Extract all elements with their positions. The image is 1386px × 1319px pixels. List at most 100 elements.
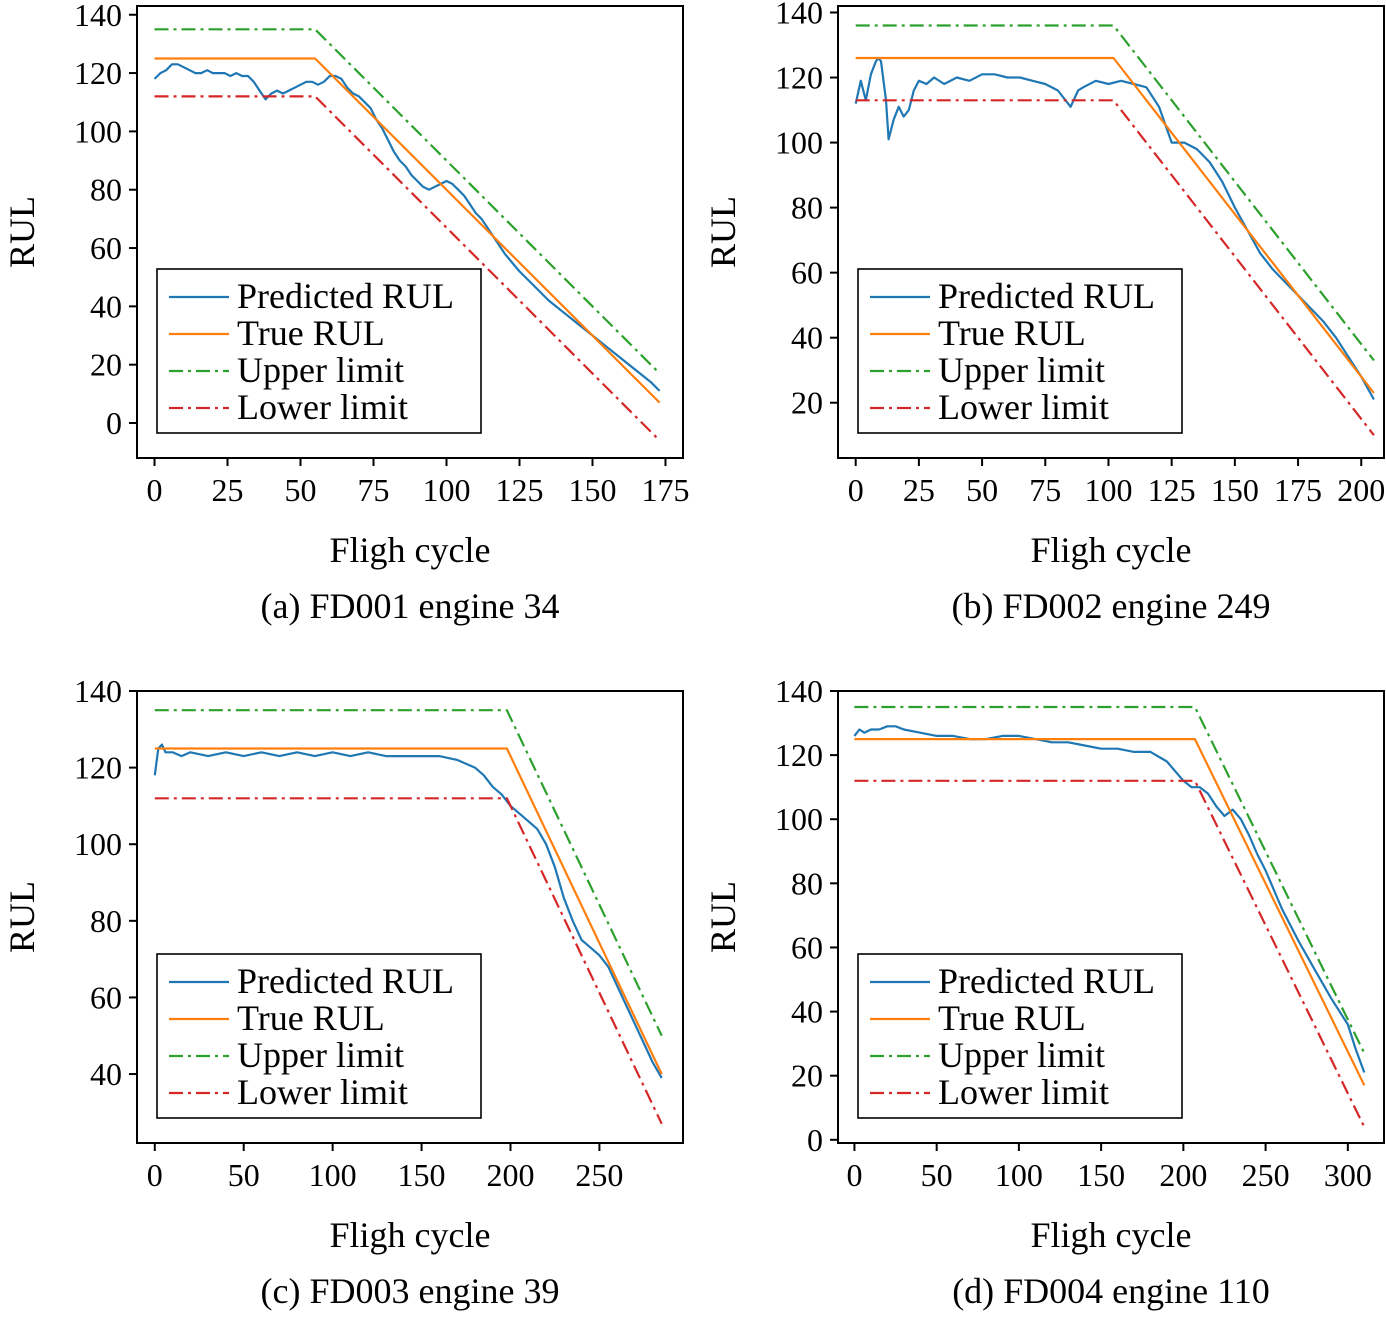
x-tick-label: 25 <box>903 472 935 508</box>
x-tick-label: 150 <box>1077 1157 1125 1193</box>
legend-label: Lower limit <box>237 387 408 427</box>
chart-panel-1: 0 25 50 75 100 125 150 175 0 20 40 60 80 100 120 140 Fli… <box>2 0 689 626</box>
series-line-true-rul <box>154 747 663 1075</box>
y-tick-label: 40 <box>791 994 823 1030</box>
series-line-predicted-rul <box>854 56 1375 401</box>
x-axis-label: Fligh cycle <box>330 530 491 570</box>
series-line-upper-limit <box>855 24 1375 362</box>
y-axis-label: RUL <box>703 881 743 953</box>
chart-panel-4: 0 50 100 150 200 250 300 0 20 40 60 80 100 120 140 Flig… <box>703 673 1385 1311</box>
series-line-lower-limit <box>154 797 663 1125</box>
axes-frame <box>136 5 684 459</box>
x-tick-label: 0 <box>147 1157 163 1193</box>
y-axis-label: RUL <box>2 196 42 268</box>
chart-panel-2: 0 25 50 75 100 125 150 175 200 20 40 60 80 100 120 140 F… <box>703 0 1385 626</box>
y-tick-label: 60 <box>90 979 122 1015</box>
y-tick-label: 60 <box>791 255 823 291</box>
y-tick-label: 80 <box>90 903 122 939</box>
y-tick-label: 60 <box>791 929 823 965</box>
x-tick-label: 200 <box>1159 1157 1207 1193</box>
x-tick-label: 50 <box>966 472 998 508</box>
y-tick-label: 0 <box>106 405 122 441</box>
chart-caption: (a) FD001 engine 34 <box>261 586 560 626</box>
y-tick-label: 120 <box>775 60 823 96</box>
x-tick-label: 100 <box>1084 472 1132 508</box>
legend-label: Upper limit <box>237 350 404 390</box>
legend-label: True RUL <box>237 313 385 353</box>
y-tick-label: 120 <box>74 55 122 91</box>
series-line-predicted-rul <box>153 743 663 1079</box>
y-tick-label: 80 <box>791 865 823 901</box>
y-tick-label: 60 <box>90 230 122 266</box>
y-tick-label: 120 <box>74 750 122 786</box>
legend-label: Predicted RUL <box>237 961 454 1001</box>
y-tick-label: 140 <box>775 673 823 709</box>
series-line-lower-limit <box>855 99 1375 436</box>
x-axis-label: Fligh cycle <box>330 1215 491 1255</box>
legend-label: True RUL <box>237 998 385 1038</box>
legend-label: Lower limit <box>237 1072 408 1112</box>
y-tick-label: 140 <box>74 0 122 33</box>
x-tick-label: 100 <box>995 1157 1043 1193</box>
x-tick-label: 200 <box>1337 472 1385 508</box>
x-tick-label: 25 <box>212 472 244 508</box>
legend-label: Predicted RUL <box>938 276 1155 316</box>
x-tick-label: 75 <box>358 472 390 508</box>
y-tick-label: 40 <box>791 320 823 356</box>
x-tick-label: 75 <box>1029 472 1061 508</box>
chart-caption: (c) FD003 engine 39 <box>261 1271 560 1311</box>
y-tick-label: 40 <box>90 1056 122 1092</box>
y-tick-label: 100 <box>74 826 122 862</box>
series-line-upper-limit <box>854 705 1366 1054</box>
x-tick-label: 150 <box>398 1157 446 1193</box>
y-tick-label: 100 <box>775 125 823 161</box>
y-tick-label: 100 <box>775 801 823 837</box>
axes-frame <box>136 690 684 1144</box>
series-line-upper-limit <box>154 709 663 1037</box>
x-tick-label: 0 <box>848 472 864 508</box>
axes-frame <box>837 5 1385 459</box>
x-tick-label: 100 <box>422 472 470 508</box>
chart-panel-3: 0 50 100 150 200 250 40 60 80 100 120 140 Fligh cycl… <box>2 673 684 1311</box>
x-tick-label: 50 <box>921 1157 953 1193</box>
y-tick-label: 80 <box>791 190 823 226</box>
x-tick-label: 125 <box>1148 472 1196 508</box>
x-tick-label: 150 <box>568 472 616 508</box>
y-tick-label: 40 <box>90 288 122 324</box>
series-line-true-rul <box>855 56 1375 394</box>
x-tick-label: 175 <box>641 472 689 508</box>
series-line-predicted-rul <box>153 63 661 392</box>
axes-frame <box>837 690 1385 1144</box>
y-tick-label: 20 <box>791 385 823 421</box>
x-tick-label: 0 <box>846 1157 862 1193</box>
legend-box <box>156 268 482 434</box>
x-tick-label: 0 <box>147 472 163 508</box>
chart-caption: (b) FD002 engine 249 <box>952 586 1271 626</box>
chart-caption: (d) FD004 engine 110 <box>952 1271 1270 1311</box>
y-tick-label: 140 <box>775 0 823 31</box>
legend-label: Predicted RUL <box>938 961 1155 1001</box>
series-line-true-rul <box>154 57 661 404</box>
x-tick-label: 250 <box>575 1157 623 1193</box>
y-tick-label: 100 <box>74 113 122 149</box>
x-tick-label: 150 <box>1211 472 1259 508</box>
legend-label: Upper limit <box>237 1035 404 1075</box>
y-tick-label: 80 <box>90 172 122 208</box>
y-tick-label: 140 <box>74 673 122 709</box>
legend-label: True RUL <box>938 313 1086 353</box>
x-tick-label: 300 <box>1324 1157 1372 1193</box>
x-axis-label: Fligh cycle <box>1031 1215 1192 1255</box>
x-tick-label: 125 <box>495 472 543 508</box>
x-tick-label: 250 <box>1242 1157 1290 1193</box>
y-axis-label: RUL <box>703 196 743 268</box>
x-tick-label: 50 <box>285 472 317 508</box>
y-tick-label: 120 <box>775 737 823 773</box>
legend-label: Predicted RUL <box>237 276 454 316</box>
legend-label: True RUL <box>938 998 1086 1038</box>
y-tick-label: 20 <box>791 1058 823 1094</box>
series-line-predicted-rul <box>853 725 1366 1073</box>
legend-label: Lower limit <box>938 1072 1109 1112</box>
x-tick-label: 50 <box>228 1157 260 1193</box>
x-tick-label: 175 <box>1274 472 1322 508</box>
